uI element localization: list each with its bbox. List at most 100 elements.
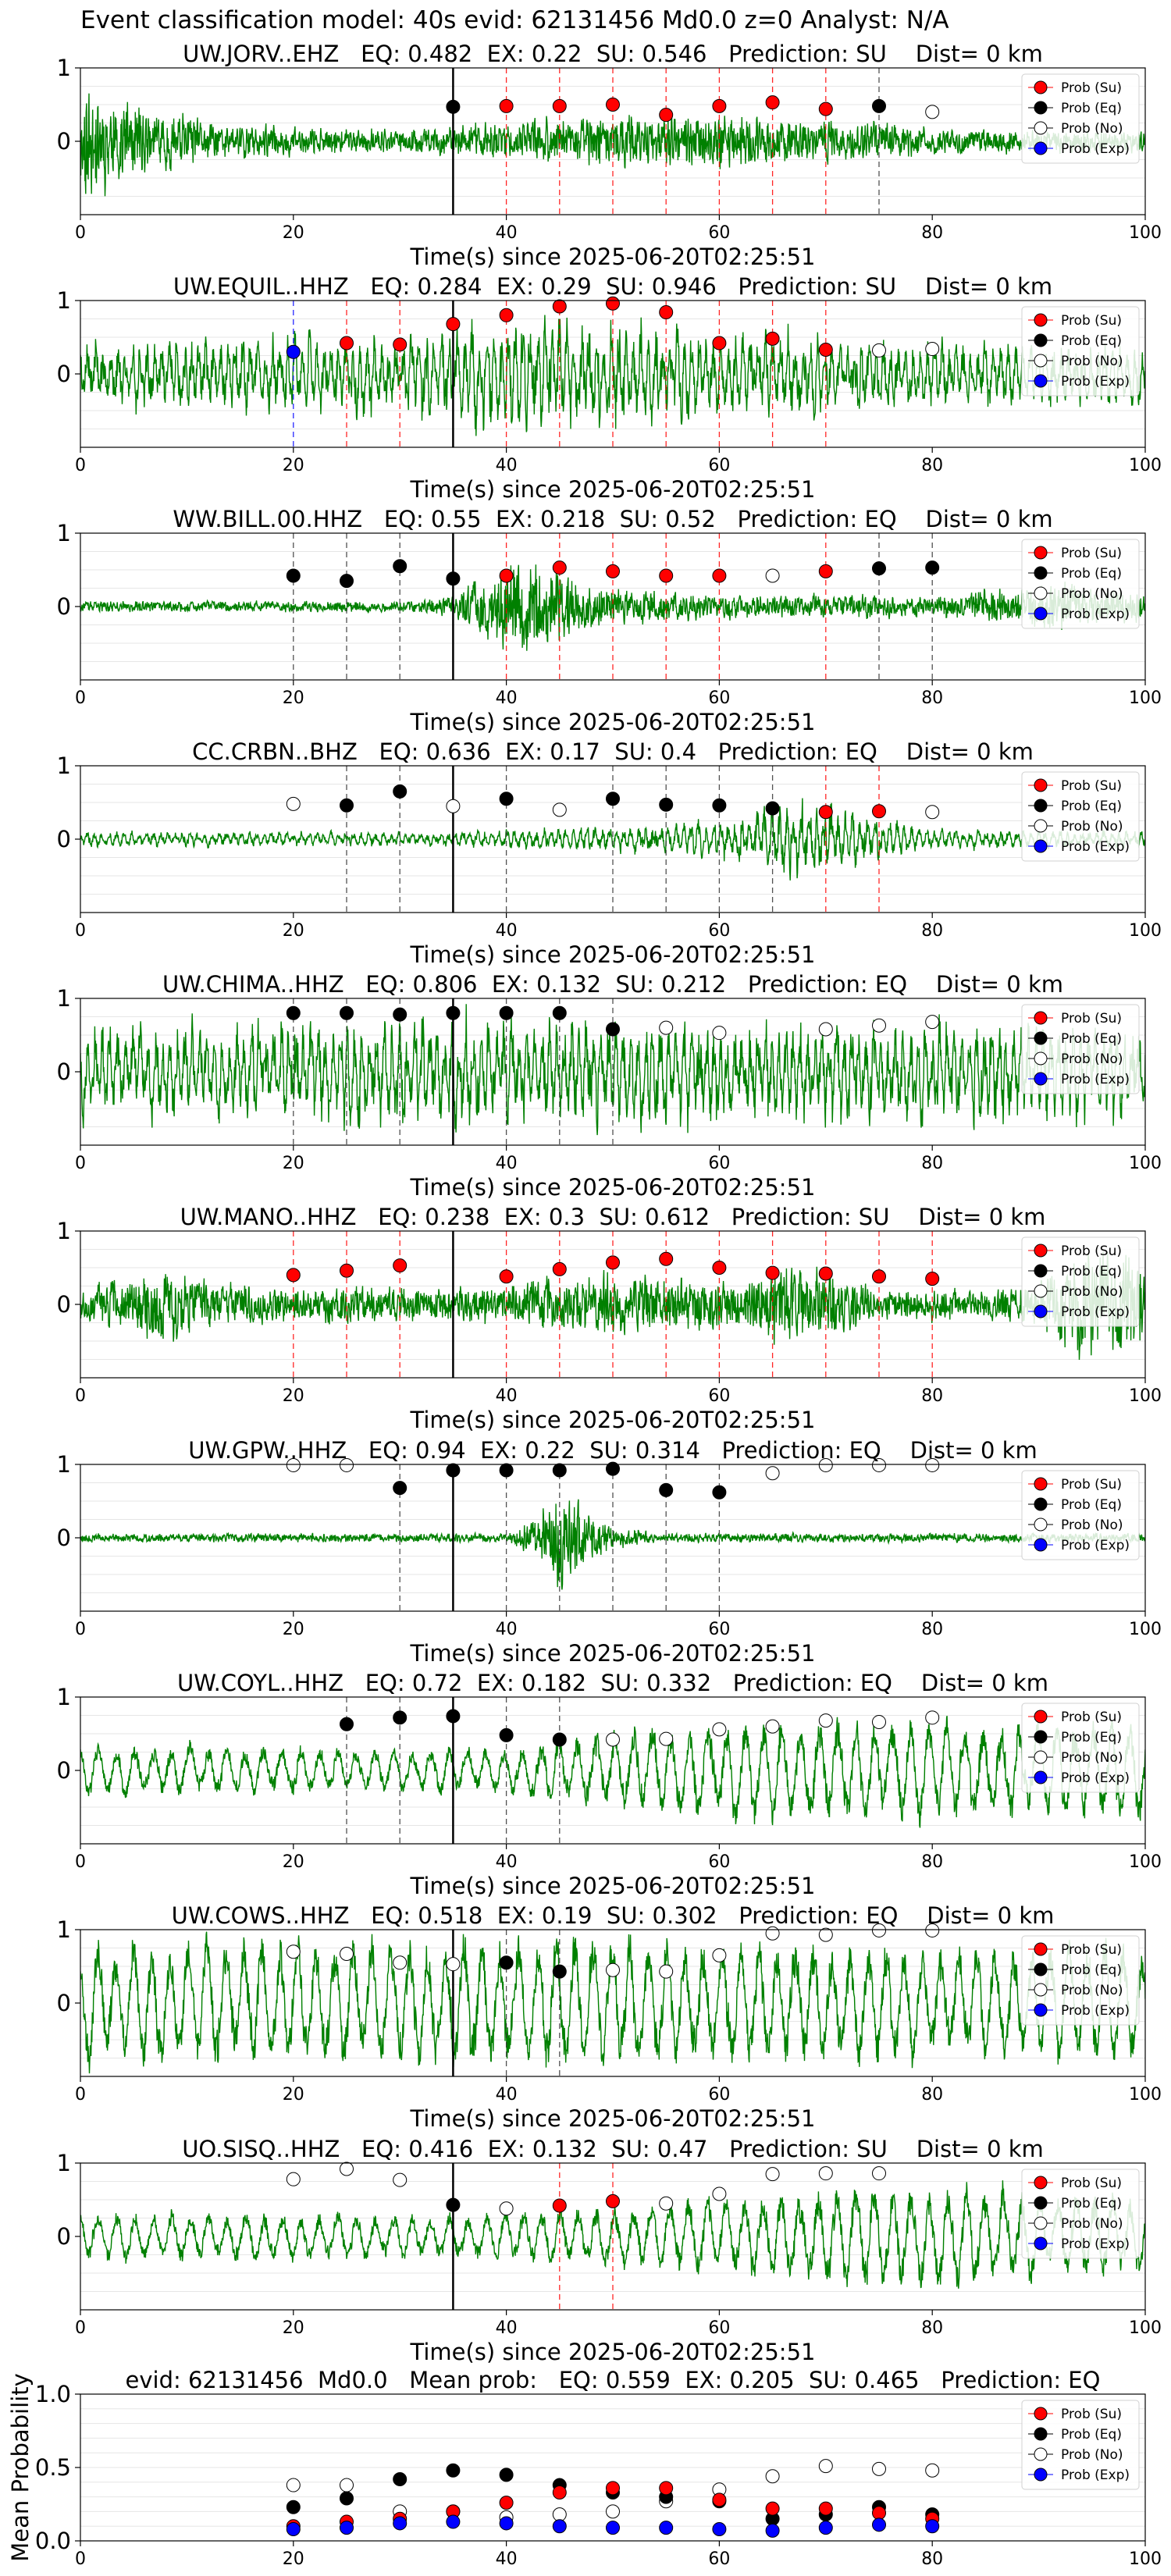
y-tick-label: 1	[57, 1451, 71, 1478]
prob-marker-eq	[286, 2500, 301, 2514]
prob-marker-eq	[340, 1717, 354, 1731]
legend-marker-eq	[1034, 2427, 1048, 2441]
panel-title: UW.CHIMA..HHZ EQ: 0.806 EX: 0.132 SU: 0.…	[162, 971, 1063, 998]
legend-marker-exp	[1034, 141, 1048, 155]
prob-marker-su	[659, 568, 674, 583]
x-tick-label: 80	[921, 2085, 943, 2105]
legend-frame	[1021, 1935, 1140, 2026]
prob-marker-su	[499, 568, 514, 583]
prob-marker-eq	[925, 560, 940, 575]
legend-marker-exp	[1034, 1770, 1048, 1784]
legend-marker-su	[1034, 80, 1048, 94]
legend-marker-su	[1034, 778, 1048, 792]
panel-6-legend: Prob (Su) Prob (Eq) Prob (No) Prob (Exp)	[1021, 1236, 1140, 1327]
prob-marker-exp	[446, 2514, 461, 2529]
y-tick-label: 0	[57, 593, 71, 620]
legend-label-no: Prob (No)	[1061, 2216, 1123, 2232]
x-tick-label: 20	[283, 921, 304, 941]
legend-marker-su	[1034, 1477, 1048, 1491]
x-tick-label: 80	[921, 1386, 943, 1406]
x-tick-label: 40	[496, 1154, 518, 1173]
x-tick-label: 60	[708, 2318, 730, 2338]
x-tick-label: 100	[1129, 2318, 1162, 2338]
prob-marker-no	[712, 1722, 727, 1737]
prob-marker-no	[925, 2463, 940, 2478]
legend-frame	[1021, 771, 1140, 862]
x-tick-label: 60	[708, 223, 730, 243]
prob-marker-su	[606, 564, 620, 578]
prob-marker-no	[712, 1948, 727, 1962]
legend-marker-exp	[1034, 2003, 1048, 2017]
legend-marker-su	[1034, 1244, 1048, 1258]
prob-marker-exp	[872, 2517, 886, 2532]
legend-marker-exp	[1034, 607, 1048, 621]
x-tick-label: 80	[921, 921, 943, 941]
prob-marker-su	[925, 1272, 940, 1286]
prob-marker-su	[765, 95, 780, 110]
prob-marker-su	[818, 1266, 833, 1281]
prob-marker-eq	[393, 1007, 408, 1022]
x-tick-label: 40	[496, 1852, 518, 1872]
legend-label-no: Prob (No)	[1061, 1983, 1123, 1998]
legend-marker-eq	[1034, 101, 1048, 115]
legend-frame	[1021, 1236, 1140, 1327]
prob-marker-eq	[712, 798, 727, 813]
prob-marker-eq	[712, 1485, 727, 1500]
y-tick-label: 1	[57, 1218, 71, 1244]
y-tick-label: 0	[57, 1059, 71, 1085]
x-tick-label: 0	[75, 2549, 86, 2569]
legend-label-eq: Prob (Eq)	[1061, 2196, 1122, 2211]
x-tick-label: 100	[1129, 921, 1162, 941]
x-tick-label: 40	[496, 456, 518, 475]
prob-marker-exp	[340, 2521, 354, 2535]
legend-label-su: Prob (Su)	[1061, 1477, 1122, 1493]
seismic-waveform	[80, 1499, 1145, 1590]
legend-label-exp: Prob (Exp)	[1061, 839, 1130, 855]
x-tick-label: 100	[1129, 1386, 1162, 1406]
x-axis-label: Time(s) since 2025-06-20T02:25:51	[410, 2105, 816, 2132]
legend-label-su: Prob (Su)	[1061, 1710, 1122, 1725]
x-tick-label: 80	[921, 223, 943, 243]
station-panel-2: UW.EQUIL..HHZ EQ: 0.284 EX: 0.29 SU: 0.9…	[57, 273, 1162, 503]
x-tick-label: 60	[708, 2085, 730, 2105]
mean-probability-panel: evid: 62131456 Md0.0 Mean prob: EQ: 0.55…	[7, 2367, 1162, 2569]
prob-marker-eq	[499, 2467, 514, 2482]
prob-marker-exp	[765, 2523, 780, 2538]
legend-label-no: Prob (No)	[1061, 1750, 1123, 1766]
prob-marker-eq	[552, 1005, 567, 1020]
station-panel-3: WW.BILL.00.HHZ EQ: 0.55 EX: 0.218 SU: 0.…	[57, 506, 1162, 735]
legend-marker-su	[1034, 1710, 1048, 1724]
station-panel-6: UW.MANO..HHZ EQ: 0.238 EX: 0.3 SU: 0.612…	[57, 1204, 1162, 1433]
legend-marker-no	[1034, 2447, 1048, 2461]
legend-marker-exp	[1034, 2467, 1048, 2482]
prob-marker-su	[552, 2485, 567, 2500]
legend-marker-exp	[1034, 839, 1048, 853]
prob-marker-su	[818, 2501, 833, 2516]
prob-marker-su	[872, 2506, 886, 2521]
prob-marker-su	[818, 342, 833, 357]
legend-label-eq: Prob (Eq)	[1061, 799, 1122, 814]
x-axis-label: Time(s) since 2025-06-20T02:25:51	[410, 941, 816, 968]
x-tick-label: 80	[921, 2318, 943, 2338]
legend-marker-no	[1034, 1051, 1048, 1066]
legend-marker-eq	[1034, 2196, 1048, 2210]
x-tick-label: 20	[283, 223, 304, 243]
legend-label-no: Prob (No)	[1061, 2447, 1123, 2463]
legend-marker-no	[1034, 354, 1048, 368]
prob-marker-no	[818, 1457, 833, 1472]
x-tick-label: 20	[283, 1852, 304, 1872]
prob-marker-su	[606, 1255, 620, 1270]
prob-marker-no	[925, 1015, 940, 1030]
legend-label-no: Prob (No)	[1061, 819, 1123, 834]
prob-marker-exp	[925, 2519, 940, 2534]
prob-marker-eq	[606, 1022, 620, 1037]
x-tick-label: 40	[496, 921, 518, 941]
panel-title: WW.BILL.00.HHZ EQ: 0.55 EX: 0.218 SU: 0.…	[173, 506, 1052, 532]
prob-marker-su	[499, 98, 514, 113]
prob-marker-no	[872, 1018, 886, 1033]
prob-marker-su	[659, 1251, 674, 1266]
prob-marker-no	[659, 1964, 674, 1979]
prob-marker-no	[818, 2459, 833, 2474]
x-tick-label: 80	[921, 456, 943, 475]
x-tick-label: 100	[1129, 2085, 1162, 2105]
